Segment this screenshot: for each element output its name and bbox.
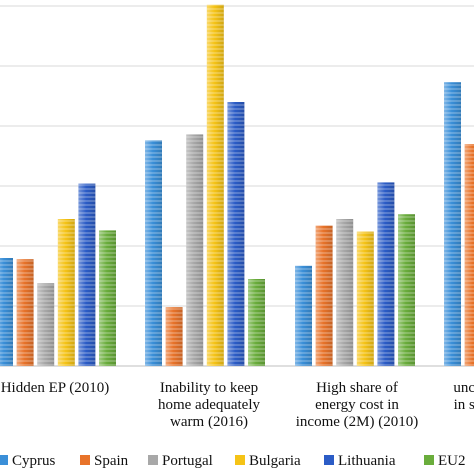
bar-texture — [377, 182, 395, 366]
bar-texture — [315, 225, 333, 366]
bar-series — [0, 4, 474, 367]
legend-label: Spain — [94, 453, 129, 469]
legend-label: Lithuania — [338, 453, 396, 469]
category-label-line: home adequately — [158, 397, 261, 413]
bar-texture — [186, 134, 204, 366]
legend-label: Bulgaria — [249, 453, 301, 469]
legend-label: EU2 — [438, 453, 466, 469]
bar-texture — [464, 144, 474, 366]
legend-label: Portugal — [162, 453, 213, 469]
legend: Cyprus Spain Portugal Bulgaria Lithuania EU2 — [0, 453, 466, 469]
bar-texture — [336, 219, 354, 366]
bar-texture — [57, 219, 75, 366]
category-label: Inability to keep home adequately warm (20… — [158, 380, 261, 430]
bar-texture — [227, 102, 245, 366]
bar-texture — [145, 140, 162, 366]
bar-texture — [295, 265, 312, 366]
legend-swatch — [80, 455, 90, 465]
legend-swatch — [0, 455, 8, 465]
category-label: Hidden EP (2010) — [1, 380, 110, 396]
bar-texture — [444, 82, 461, 366]
bar-texture — [206, 4, 224, 367]
bar-texture — [356, 231, 374, 366]
category-label-line: warm (2016) — [170, 414, 248, 430]
category-labels: Hidden EP (2010) Inability to keep home ad… — [1, 380, 474, 430]
category-label-line: income (2M) (2010) — [296, 414, 418, 430]
bar-texture — [248, 279, 265, 366]
category-label: High share of energy cost in income (2M) (… — [296, 380, 418, 430]
legend-swatch — [424, 455, 434, 465]
legend-swatch — [324, 455, 334, 465]
category-label: uncoin su — [453, 380, 474, 413]
category-label-line: Hidden EP (2010) — [1, 380, 110, 396]
bar-texture — [398, 214, 415, 366]
legend-label: Cyprus — [12, 453, 56, 469]
category-label-line: energy cost in — [315, 397, 399, 413]
legend-swatch — [148, 455, 158, 465]
bar-texture — [165, 307, 183, 366]
bar-texture — [0, 258, 13, 366]
bar-texture — [37, 283, 55, 366]
bar-texture — [16, 259, 34, 366]
category-label-line: High share of — [316, 380, 398, 396]
category-label-line: Inability to keep — [160, 380, 258, 396]
category-label-line: unco — [453, 380, 474, 396]
bar-texture — [99, 230, 116, 366]
bar-texture — [78, 183, 96, 366]
legend-swatch — [235, 455, 245, 465]
category-label-line: in su — [454, 397, 474, 413]
